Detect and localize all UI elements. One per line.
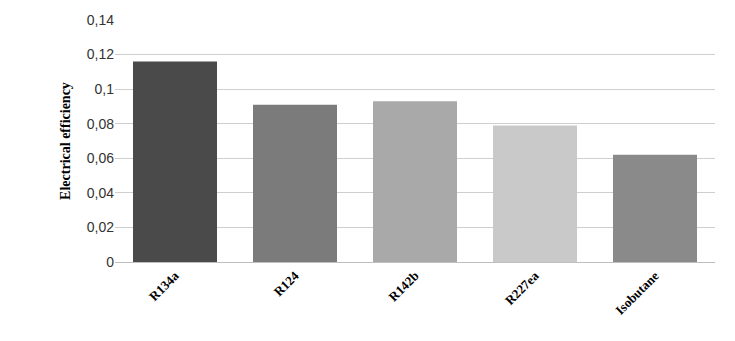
- svg-text:0,06: 0,06: [87, 150, 114, 166]
- svg-text:R142b: R142b: [386, 268, 422, 304]
- svg-text:0,02: 0,02: [87, 219, 114, 235]
- svg-text:Isobutane: Isobutane: [612, 268, 662, 318]
- svg-text:0,1: 0,1: [95, 81, 115, 97]
- svg-text:0: 0: [106, 254, 114, 270]
- svg-text:0,14: 0,14: [87, 12, 114, 28]
- svg-text:R227ea: R227ea: [502, 268, 542, 308]
- svg-text:0,08: 0,08: [87, 116, 114, 132]
- svg-text:0,12: 0,12: [87, 46, 114, 62]
- svg-text:Electrical efficiency: Electrical efficiency: [58, 82, 73, 200]
- svg-text:R124: R124: [271, 268, 302, 299]
- svg-text:0,04: 0,04: [87, 185, 114, 201]
- svg-text:R134a: R134a: [146, 268, 182, 304]
